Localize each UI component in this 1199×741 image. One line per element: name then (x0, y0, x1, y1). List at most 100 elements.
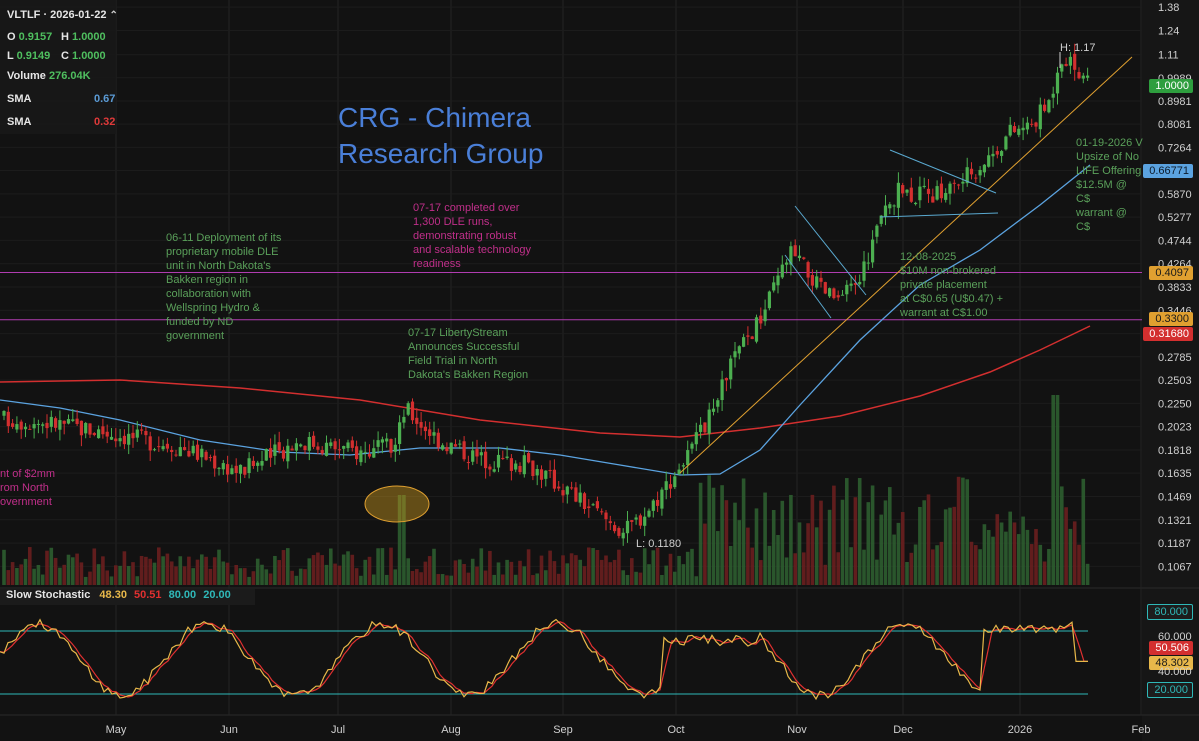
volume-bar (333, 563, 337, 585)
y-tick-label: 0.1635 (1158, 468, 1192, 480)
candle-body (570, 487, 574, 489)
candle-body (105, 431, 109, 437)
volume-bar (341, 554, 346, 585)
candle-body (1017, 128, 1021, 135)
y-tick-label: 1.38 (1158, 2, 1179, 14)
volume-bar (273, 555, 277, 585)
candle-body (832, 288, 836, 299)
candle-body (178, 447, 182, 457)
volume-bar (307, 558, 312, 585)
candlesticks (2, 43, 1090, 546)
volume-bar (862, 549, 866, 585)
volume-bar (114, 565, 118, 585)
volume-bar (505, 559, 509, 585)
volume-bar (681, 564, 686, 585)
candle-body (531, 460, 535, 477)
volume-bar (857, 478, 862, 585)
volume-bar (247, 576, 251, 585)
sma2-label[interactable]: SMA (7, 116, 32, 128)
volume-bar (999, 522, 1004, 585)
candle-body (625, 520, 630, 534)
volume-bar (991, 536, 995, 585)
candle-body (802, 257, 806, 259)
sma1-label[interactable]: SMA (7, 93, 32, 105)
note-funding: nt of $2mm rom North overnment (0, 468, 56, 508)
stoch-k-value: 48.30 (99, 589, 127, 601)
volume-bar (372, 574, 376, 585)
sma-fast-tag: 0.66771 (1143, 164, 1193, 178)
volume-bar (423, 561, 428, 585)
volume-bar (440, 574, 445, 585)
volume-bar (707, 475, 711, 585)
stochastic-legend: Slow Stochastic 48.30 50.51 80.00 20.00 (0, 589, 255, 605)
candle-body (195, 444, 200, 460)
candle-body (109, 436, 114, 440)
volume-bar (711, 487, 716, 585)
volume-bar (15, 567, 19, 585)
stoch-k-tag: 48.302 (1149, 656, 1193, 670)
volume-bar (359, 575, 363, 585)
highlight-ellipse (364, 485, 430, 523)
candle-body (699, 424, 703, 432)
volume-bar (367, 556, 372, 585)
chevron-up-icon[interactable]: ⌃ (109, 10, 118, 21)
volume-bar (720, 485, 724, 585)
y-tick-label: 0.2023 (1158, 422, 1192, 434)
x-tick-Aug: Aug (441, 724, 461, 736)
candle-body (286, 445, 290, 462)
volume-bar (604, 555, 608, 585)
volume-bar (139, 555, 144, 585)
volume-bar (161, 556, 165, 585)
candle-body (337, 449, 341, 451)
candle-body (303, 445, 307, 451)
low-value: 0.9149 (16, 50, 51, 62)
candle-body (32, 424, 36, 429)
volume-bar (789, 494, 793, 585)
candle-body (62, 420, 66, 424)
volume-bar (19, 564, 23, 585)
candle-body (385, 438, 389, 442)
volume-bar (492, 574, 496, 585)
candle-body (1043, 104, 1047, 111)
volume-bars (2, 395, 1090, 585)
volume-bar (350, 554, 355, 585)
volume-bar (668, 553, 673, 585)
candle-body (1060, 64, 1064, 72)
high-label: H (61, 31, 69, 43)
candle-body (918, 186, 922, 201)
candle-body (948, 183, 952, 194)
volume-bar (419, 572, 423, 585)
volume-bar (169, 561, 174, 585)
candle-body (428, 429, 432, 436)
volume-bar (75, 553, 79, 585)
volume-bar (1004, 531, 1008, 585)
candle-body (527, 453, 531, 463)
x-tick-Dec: Dec (893, 724, 913, 736)
volume-bar (122, 551, 127, 585)
volume-bar (346, 551, 350, 585)
candle-body (376, 440, 380, 447)
candle-body (995, 151, 999, 155)
candle-body (355, 446, 359, 460)
ohlc-legend: VLTLF · 2026-01-22 ⌃ O 0.9157 H 1.0000 L … (0, 0, 118, 134)
candle-body (707, 409, 711, 434)
volume-bar (324, 564, 329, 585)
wedge-line-a (889, 149, 997, 194)
candle-body (11, 423, 15, 427)
candle-body (677, 469, 681, 475)
candle-body (518, 465, 522, 473)
candle-body (1077, 72, 1081, 79)
candle-body (836, 295, 840, 298)
candle-body (247, 458, 251, 474)
candle-body (944, 192, 948, 200)
candle-body (815, 276, 819, 288)
y-tick-label: 0.2503 (1158, 375, 1192, 387)
volume-bar (479, 548, 484, 585)
volume-bar (853, 497, 858, 585)
candle-body (1064, 63, 1068, 66)
volume-bar (195, 559, 200, 585)
candle-body (729, 358, 733, 380)
volume-bar (458, 559, 462, 585)
candle-body (118, 438, 122, 442)
